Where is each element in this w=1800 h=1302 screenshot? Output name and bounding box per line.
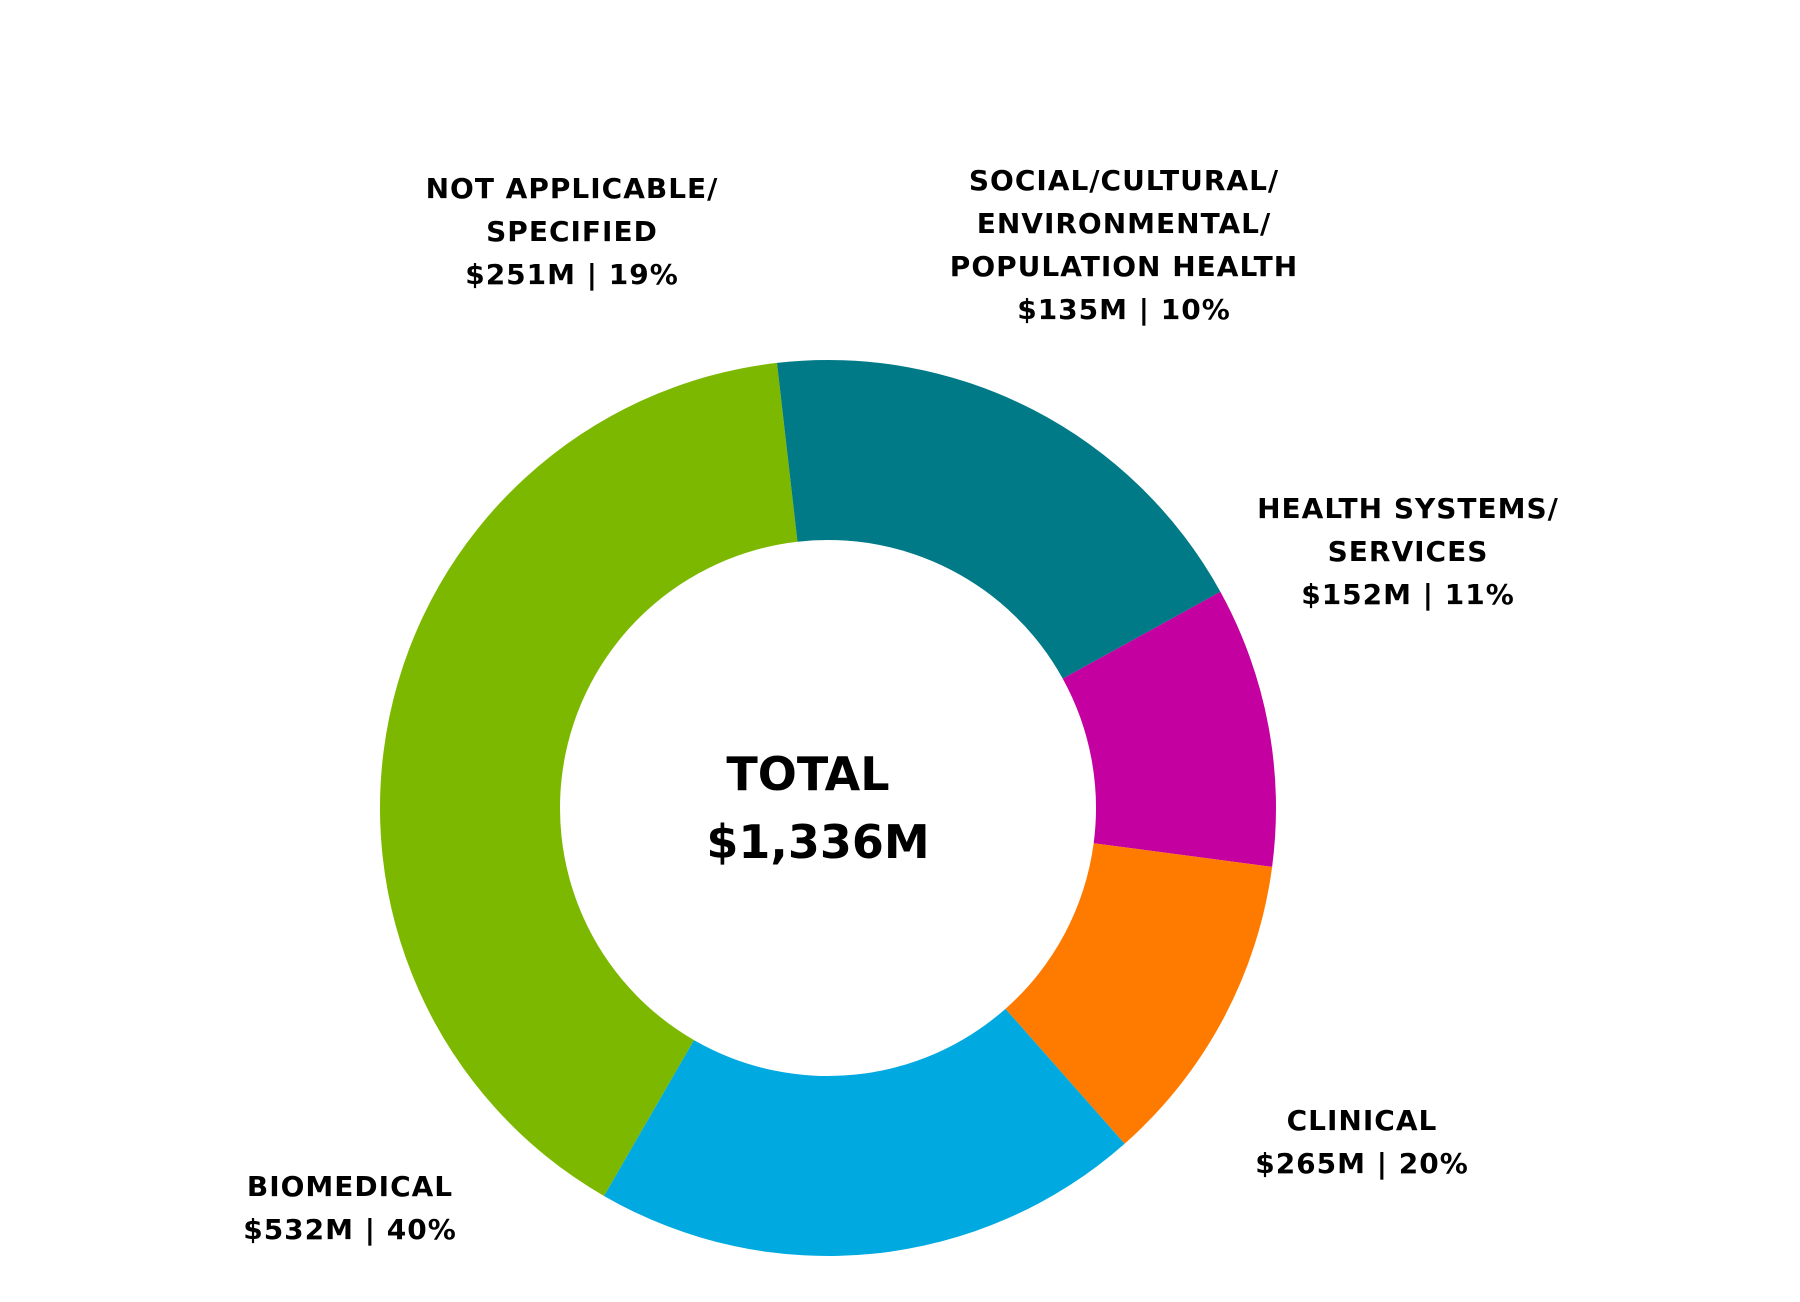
slice-label-line: SERVICES [1328, 535, 1489, 568]
slice-health-systems-services [1005, 843, 1273, 1144]
center-label-line1: TOTAL [726, 747, 889, 801]
slice-biomedical [380, 362, 798, 1196]
donut-slices [380, 360, 1276, 1256]
center-label: TOTAL $1,336M [706, 747, 929, 869]
slice-not-applicable-specified [776, 360, 1221, 679]
slice-label-line: SOCIAL/CULTURAL/ [969, 164, 1279, 197]
slice-label-4: CLINICAL $265M | 20% [1255, 1104, 1469, 1180]
slice-label-line: CLINICAL [1287, 1104, 1438, 1137]
slice-label-line: $532M | 40% [243, 1213, 457, 1246]
slice-label-line: $135M | 10% [1017, 293, 1231, 326]
slice-label-line: $251M | 19% [465, 258, 679, 291]
slice-label-line: SPECIFIED [486, 215, 658, 248]
slice-label-line: HEALTH SYSTEMS/ [1257, 492, 1559, 525]
slice-label-line: $265M | 20% [1255, 1147, 1469, 1180]
slice-labels: BIOMEDICAL $532M | 40% NOT APPLICABLE/SPEC… [243, 164, 1559, 1246]
slice-label-3: HEALTH SYSTEMS/SERVICES $152M | 11% [1257, 492, 1559, 611]
slice-social-cultural-environmental-population-health [1062, 591, 1276, 867]
slice-label-2: SOCIAL/CULTURAL/ENVIRONMENTAL/POPULATION… [950, 164, 1298, 326]
slice-label-line: NOT APPLICABLE/ [426, 172, 719, 205]
slice-label-0: BIOMEDICAL $532M | 40% [243, 1170, 457, 1246]
slice-label-line: ENVIRONMENTAL/ [977, 207, 1272, 240]
slice-label-1: NOT APPLICABLE/SPECIFIED $251M | 19% [426, 172, 719, 291]
slice-label-line: POPULATION HEALTH [950, 250, 1298, 283]
center-label-line2: $1,336M [706, 815, 929, 869]
slice-label-line: $152M | 11% [1301, 578, 1515, 611]
slice-clinical [604, 1008, 1125, 1256]
slice-label-line: BIOMEDICAL [247, 1170, 453, 1203]
